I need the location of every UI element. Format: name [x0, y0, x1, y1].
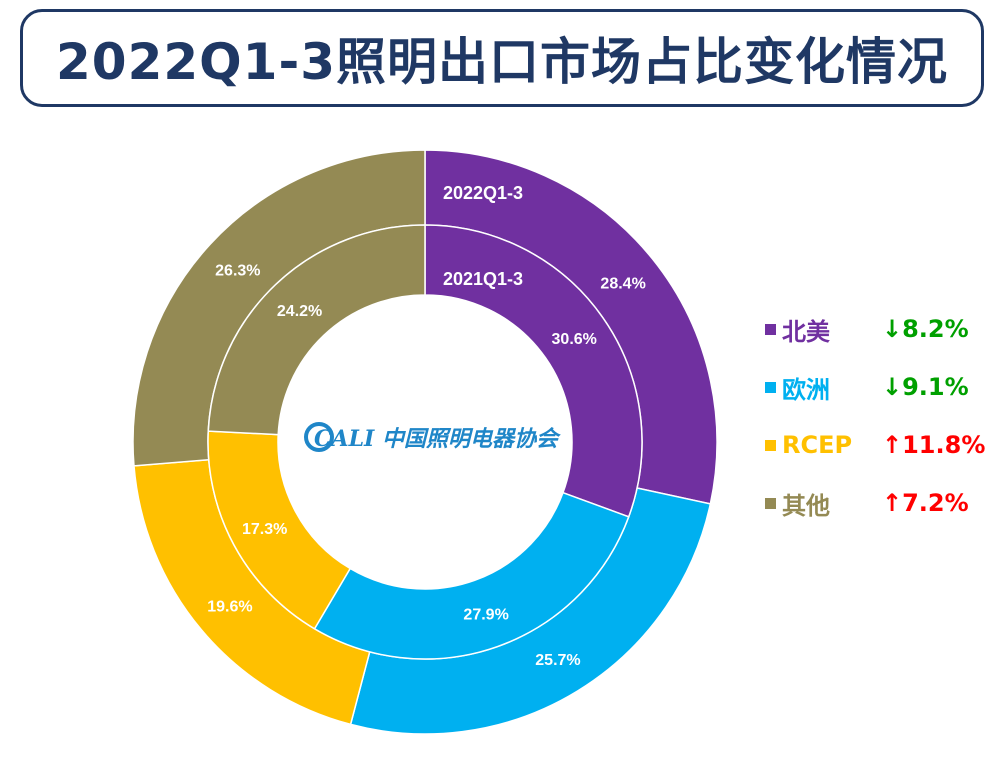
slice-label-outer-0: 28.4% [600, 275, 645, 292]
arrow-down-icon: ↓ [882, 373, 903, 401]
legend-change: ↑ 11.8% [882, 431, 985, 459]
legend-name: RCEP [782, 431, 853, 459]
legend-item: RCEP ↑ 11.8% [765, 416, 985, 474]
legend-swatch [765, 497, 776, 509]
logo: CALI 中国照明电器协会 [304, 422, 561, 452]
arrow-up-icon: ↑ [882, 489, 903, 517]
legend-change-value: 8.2% [902, 315, 969, 343]
slice-inner-0 [424, 224, 643, 518]
slice-inner-3 [207, 224, 426, 436]
legend-change: ↑ 7.2% [882, 489, 969, 517]
legend-change: ↓ 8.2% [882, 315, 969, 343]
legend-name: 欧洲 [782, 375, 830, 404]
legend-item: 北美 ↓ 8.2% [765, 300, 985, 358]
arrow-up-icon: ↑ [882, 431, 903, 459]
legend-swatch [765, 439, 776, 451]
slice-label-inner-3: 24.2% [277, 303, 322, 320]
slice-label-inner-1: 27.9% [463, 606, 508, 623]
slice-label-outer-3: 26.3% [215, 263, 260, 280]
legend-change-value: 9.1% [902, 373, 969, 401]
chart-title: 2022Q1-3照明出口市场占比变化情况 [56, 33, 948, 91]
legend-swatch [765, 381, 776, 393]
logo-text: CALI 中国照明电器协会 [314, 426, 561, 452]
title-box: 2022Q1-3照明出口市场占比变化情况 [20, 9, 984, 107]
slice-label-inner-2: 17.3% [242, 521, 287, 538]
legend-change-value: 7.2% [902, 489, 969, 517]
arrow-down-icon: ↓ [882, 315, 903, 343]
legend-change: ↓ 9.1% [882, 373, 969, 401]
ring-name-outer: 2022Q1-3 [443, 183, 523, 203]
legend-name: 北美 [782, 317, 830, 346]
legend-item: 其他 ↑ 7.2% [765, 474, 985, 532]
ring-name-inner: 2021Q1-3 [443, 269, 523, 289]
legend-change-value: 11.8% [902, 431, 986, 459]
slice-label-inner-0: 30.6% [552, 331, 597, 348]
legend-item: 欧洲 ↓ 9.1% [765, 358, 985, 416]
slice-inner-1 [313, 491, 630, 660]
slice-label-outer-1: 25.7% [535, 652, 580, 669]
slice-label-outer-2: 19.6% [207, 598, 252, 615]
legend-name: 其他 [782, 491, 830, 520]
legend: 北美 ↓ 8.2% 欧洲 ↓ 9.1% RCEP ↑ 11.8% 其他 ↑ 7.2% [765, 300, 985, 532]
legend-swatch [765, 323, 776, 335]
logo-c-icon [304, 422, 334, 452]
